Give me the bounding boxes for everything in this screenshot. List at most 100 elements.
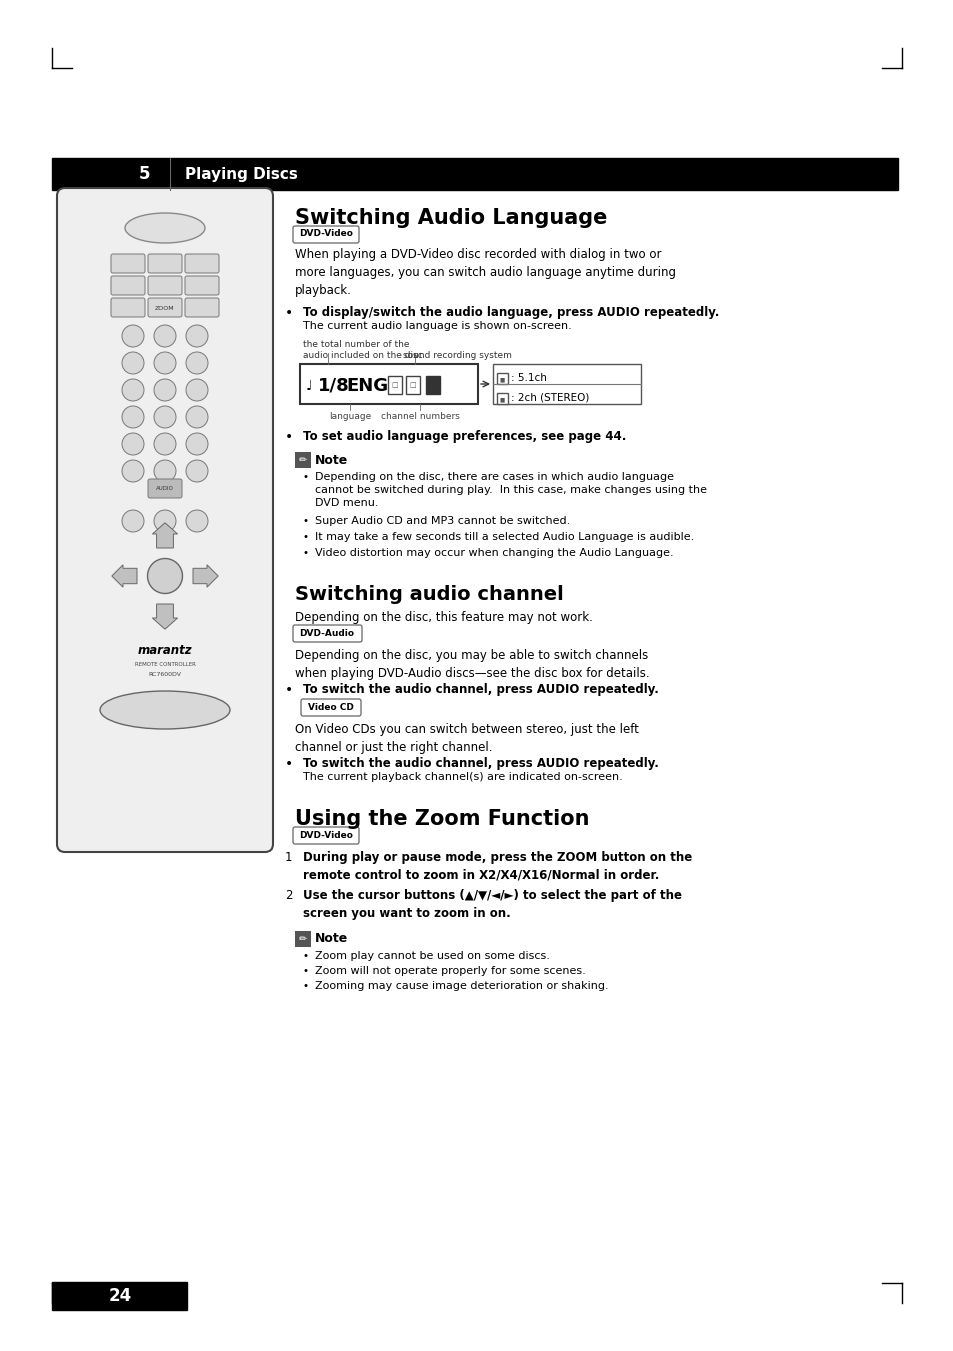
Text: To display/switch the audio language, press AUDIO repeatedly.: To display/switch the audio language, pr… xyxy=(303,305,719,319)
Ellipse shape xyxy=(122,380,144,401)
Bar xyxy=(294,931,311,947)
Text: : 2ch (STEREO): : 2ch (STEREO) xyxy=(511,393,589,403)
Ellipse shape xyxy=(153,380,175,401)
Text: 5: 5 xyxy=(139,165,151,182)
Text: To switch the audio channel, press AUDIO repeatedly.: To switch the audio channel, press AUDIO… xyxy=(303,684,659,696)
Text: Switching Audio Language: Switching Audio Language xyxy=(294,208,607,228)
Text: : 5.1ch: : 5.1ch xyxy=(511,373,546,382)
FancyBboxPatch shape xyxy=(57,188,273,852)
Text: Use the cursor buttons (▲/▼/◄/►) to select the part of the
screen you want to zo: Use the cursor buttons (▲/▼/◄/►) to sele… xyxy=(303,889,681,920)
Ellipse shape xyxy=(153,434,175,455)
Ellipse shape xyxy=(122,459,144,482)
FancyBboxPatch shape xyxy=(293,626,361,642)
Text: Note: Note xyxy=(314,932,348,946)
Text: •: • xyxy=(303,471,309,482)
Text: When playing a DVD-Video disc recorded with dialog in two or
more languages, you: When playing a DVD-Video disc recorded w… xyxy=(294,249,676,297)
Text: □: □ xyxy=(409,382,416,388)
Text: DVD-Video: DVD-Video xyxy=(298,230,353,239)
Bar xyxy=(497,393,507,404)
Bar xyxy=(388,376,401,394)
FancyBboxPatch shape xyxy=(301,698,360,716)
Ellipse shape xyxy=(186,434,208,455)
Ellipse shape xyxy=(186,326,208,347)
FancyBboxPatch shape xyxy=(111,299,145,317)
FancyBboxPatch shape xyxy=(293,827,358,844)
Text: ■: ■ xyxy=(499,397,504,403)
Bar xyxy=(52,158,897,190)
Text: AUDIO: AUDIO xyxy=(156,486,173,492)
FancyBboxPatch shape xyxy=(293,226,358,243)
FancyBboxPatch shape xyxy=(148,480,182,499)
Ellipse shape xyxy=(125,213,205,243)
Ellipse shape xyxy=(122,353,144,374)
FancyBboxPatch shape xyxy=(185,254,219,273)
Text: The current playback channel(s) are indicated on-screen.: The current playback channel(s) are indi… xyxy=(303,771,622,782)
Text: Zooming may cause image deterioration or shaking.: Zooming may cause image deterioration or… xyxy=(314,981,608,992)
Text: Super Audio CD and MP3 cannot be switched.: Super Audio CD and MP3 cannot be switche… xyxy=(314,516,570,526)
Text: •: • xyxy=(303,532,309,542)
Text: Depending on the disc, this feature may not work.: Depending on the disc, this feature may … xyxy=(294,611,592,624)
Ellipse shape xyxy=(122,326,144,347)
Ellipse shape xyxy=(153,407,175,428)
Text: Depending on the disc, there are cases in which audio language
cannot be switche: Depending on the disc, there are cases i… xyxy=(314,471,706,508)
Text: REMOTE CONTROLLER: REMOTE CONTROLLER xyxy=(134,662,195,666)
Text: channel numbers: channel numbers xyxy=(380,412,459,422)
Text: marantz: marantz xyxy=(137,643,193,657)
FancyArrow shape xyxy=(152,523,177,549)
Text: •: • xyxy=(303,966,309,975)
Ellipse shape xyxy=(122,509,144,532)
Text: □: □ xyxy=(392,382,398,388)
Text: •: • xyxy=(303,981,309,992)
Ellipse shape xyxy=(153,459,175,482)
FancyBboxPatch shape xyxy=(185,299,219,317)
Text: audio included on the disc: audio included on the disc xyxy=(303,351,422,359)
Ellipse shape xyxy=(153,509,175,532)
FancyArrow shape xyxy=(112,565,137,588)
Text: Playing Discs: Playing Discs xyxy=(185,166,297,181)
Text: Video distortion may occur when changing the Audio Language.: Video distortion may occur when changing… xyxy=(314,549,673,558)
Text: 1/8: 1/8 xyxy=(317,377,350,394)
Ellipse shape xyxy=(153,353,175,374)
Text: •: • xyxy=(285,430,293,444)
Text: To set audio language preferences, see page ​44.: To set audio language preferences, see p… xyxy=(303,430,626,443)
Text: To switch the audio channel, press AUDIO repeatedly.: To switch the audio channel, press AUDIO… xyxy=(303,757,659,770)
Text: •: • xyxy=(303,516,309,526)
Text: RC7600DV: RC7600DV xyxy=(149,671,181,677)
Text: Zoom will not operate properly for some scenes.: Zoom will not operate properly for some … xyxy=(314,966,585,975)
FancyArrow shape xyxy=(152,604,177,630)
Text: ✏: ✏ xyxy=(298,455,307,465)
Text: ENG: ENG xyxy=(346,377,388,394)
Text: sound recording system: sound recording system xyxy=(402,351,512,359)
Ellipse shape xyxy=(186,407,208,428)
Bar xyxy=(406,376,419,394)
FancyBboxPatch shape xyxy=(111,276,145,295)
FancyArrow shape xyxy=(193,565,218,588)
Bar xyxy=(52,1282,187,1310)
FancyBboxPatch shape xyxy=(148,299,182,317)
Text: DVD-Audio: DVD-Audio xyxy=(299,628,355,638)
Text: language: language xyxy=(329,412,371,422)
Text: ✏: ✏ xyxy=(298,934,307,944)
Text: ■: ■ xyxy=(499,377,504,382)
Text: •: • xyxy=(303,951,309,961)
Bar xyxy=(294,453,311,467)
Text: Using the Zoom Function: Using the Zoom Function xyxy=(294,809,589,830)
Text: 1: 1 xyxy=(285,851,293,865)
Ellipse shape xyxy=(186,459,208,482)
Text: Zoom play cannot be used on some discs.: Zoom play cannot be used on some discs. xyxy=(314,951,549,961)
Bar xyxy=(493,363,640,404)
Text: ZOOM: ZOOM xyxy=(155,305,174,311)
FancyBboxPatch shape xyxy=(185,276,219,295)
Text: On Video CDs you can switch between stereo, just the left
channel or just the ri: On Video CDs you can switch between ster… xyxy=(294,723,639,754)
Bar xyxy=(299,363,477,404)
Text: ♩: ♩ xyxy=(306,380,313,393)
Text: Switching audio channel: Switching audio channel xyxy=(294,585,563,604)
Text: •: • xyxy=(303,549,309,558)
Text: Note: Note xyxy=(314,454,348,466)
Bar xyxy=(426,376,439,394)
Ellipse shape xyxy=(186,509,208,532)
Text: •: • xyxy=(285,757,293,771)
Ellipse shape xyxy=(148,558,182,593)
Ellipse shape xyxy=(100,690,230,730)
Text: 2: 2 xyxy=(285,889,293,902)
